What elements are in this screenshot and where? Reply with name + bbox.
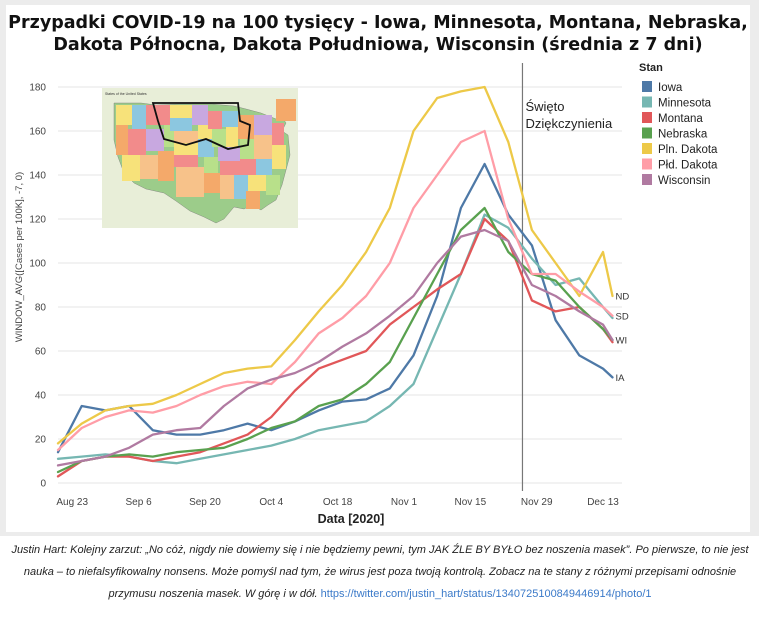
legend-swatch: [642, 143, 652, 154]
chart-title-line-1: Przypadki COVID-19 na 100 tysięcy - Iowa…: [8, 13, 748, 33]
legend-swatch: [642, 127, 652, 139]
y-tick-label: 120: [29, 215, 46, 226]
y-tick-label: 60: [35, 347, 47, 358]
series-line-montana: [56, 217, 614, 478]
legend-label: Pln. Dakota: [658, 144, 718, 156]
series-line-p-d-dakota: [56, 129, 614, 452]
legend-label: Nebraska: [658, 129, 708, 141]
x-axis-ticks: Aug 23 Sep 6 Sep 20 Oct 4 Oct 18 Nov 1 Nov 15 N…: [56, 497, 619, 508]
thanksgiving-annotation: Święto: [525, 99, 564, 114]
caption-text: Justin Hart: Kolejny zarzut: „No cóż, ni…: [11, 544, 749, 600]
legend-swatch: [642, 112, 652, 123]
x-axis-label: Data [2020]: [318, 512, 385, 526]
series-line-minnesota: [56, 213, 614, 465]
y-tick-label: 0: [40, 479, 46, 490]
series-end-label: WI: [616, 336, 628, 347]
x-tick-label: Nov 29: [521, 497, 553, 508]
x-tick-label: Oct 4: [259, 497, 283, 508]
highlighted-states-outline: [151, 102, 251, 150]
legend: Stan Iowa Minnesota Montana Nebraska Pln. Da…: [639, 62, 718, 187]
y-tick-label: 140: [29, 171, 46, 182]
series-line-nebraska: [56, 206, 614, 474]
x-tick-label: Nov 1: [391, 497, 418, 508]
y-axis-ticks: 0 20 40 60 80 100 120 140 160 180: [29, 83, 46, 490]
legend-swatch: [642, 158, 652, 170]
x-tick-label: Nov 15: [454, 497, 486, 508]
series-end-label: IA: [616, 373, 626, 384]
us-states-map-inset: States of the United States: [102, 88, 298, 228]
legend-swatch: [642, 81, 652, 92]
series-end-label: SD: [616, 311, 629, 322]
thanksgiving-annotation: Dziękczynienia: [525, 116, 612, 131]
caption-link[interactable]: https://twitter.com/justin_hart/status/1…: [320, 588, 652, 600]
legend-label: Minnesota: [658, 98, 712, 110]
y-tick-label: 40: [35, 391, 47, 402]
caption: Justin Hart: Kolejny zarzut: „No cóż, ni…: [8, 539, 752, 605]
x-tick-label: Oct 18: [323, 497, 353, 508]
legend-swatch: [642, 174, 652, 185]
series-line-iowa: [56, 162, 614, 454]
legend-title: Stan: [639, 62, 663, 74]
map-title: States of the United States: [105, 92, 147, 96]
y-tick-label: 160: [29, 127, 46, 138]
series-end-label: ND: [616, 292, 630, 303]
y-tick-label: 80: [35, 303, 47, 314]
chart-frame: Przypadki COVID-19 na 100 tysięcy - Iowa…: [0, 0, 759, 536]
state-patches: [116, 99, 296, 209]
legend-label: Iowa: [658, 82, 683, 94]
y-axis-label: WINDOW_AVG([Cases per 100K], -7, 0): [14, 172, 25, 342]
legend-swatch: [642, 96, 652, 108]
legend-label: Wisconsin: [658, 175, 710, 187]
x-tick-label: Sep 20: [189, 497, 221, 508]
legend-label: Montana: [658, 113, 703, 125]
x-tick-label: Aug 23: [56, 497, 88, 508]
x-tick-label: Sep 6: [126, 497, 153, 508]
x-tick-label: Dec 13: [587, 497, 619, 508]
chart-canvas: Przypadki COVID-19 na 100 tysięcy - Iowa…: [8, 13, 748, 526]
chart-panel: Przypadki COVID-19 na 100 tysięcy - Iowa…: [6, 5, 750, 532]
legend-label: Płd. Dakota: [658, 160, 718, 172]
series-line-pln-dakota: [56, 85, 614, 445]
y-tick-label: 20: [35, 435, 47, 446]
plot-area: Święto Dziękczynienia IA ND SD WI: [56, 63, 630, 491]
series-line-wisconsin: [56, 228, 614, 467]
y-tick-label: 100: [29, 259, 46, 270]
y-tick-label: 180: [29, 83, 46, 94]
chart-title-line-2: Dakota Północna, Dakota Południowa, Wisc…: [53, 35, 702, 55]
